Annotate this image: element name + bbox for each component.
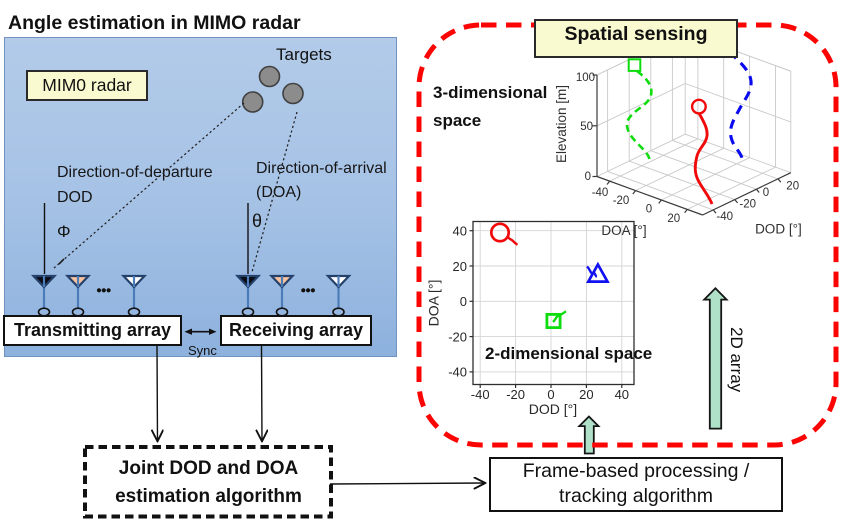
svg-text:0: 0 bbox=[763, 187, 769, 199]
svg-text:50: 50 bbox=[580, 121, 593, 133]
svg-text:DOD [°]: DOD [°] bbox=[755, 222, 802, 237]
svg-text:20: 20 bbox=[579, 387, 593, 402]
svg-text:DOA [°]: DOA [°] bbox=[426, 280, 442, 327]
svg-text:-20: -20 bbox=[613, 195, 630, 207]
svg-text:20: 20 bbox=[667, 213, 680, 225]
svg-text:-40: -40 bbox=[448, 365, 467, 380]
svg-text:Elevation [m]: Elevation [m] bbox=[554, 85, 569, 163]
svg-text:40: 40 bbox=[453, 224, 467, 239]
svg-text:0: 0 bbox=[646, 204, 652, 216]
svg-text:100: 100 bbox=[576, 72, 595, 84]
svg-text:0: 0 bbox=[585, 171, 591, 183]
svg-text:20: 20 bbox=[453, 259, 467, 274]
svg-text:-40: -40 bbox=[716, 211, 733, 223]
svg-text:40: 40 bbox=[615, 387, 629, 402]
svg-text:-40: -40 bbox=[592, 187, 609, 199]
svg-text:20: 20 bbox=[786, 181, 799, 193]
svg-text:DOA [°]: DOA [°] bbox=[601, 223, 646, 238]
svg-text:DOD [°]: DOD [°] bbox=[529, 401, 577, 417]
svg-text:-20: -20 bbox=[448, 329, 467, 344]
svg-text:-20: -20 bbox=[506, 387, 525, 402]
svg-text:-40: -40 bbox=[471, 387, 490, 402]
svg-text:2-dimensional space: 2-dimensional space bbox=[485, 344, 652, 363]
svg-text:0: 0 bbox=[460, 294, 467, 309]
svg-text:-20: -20 bbox=[739, 199, 756, 211]
svg-text:0: 0 bbox=[547, 387, 554, 402]
